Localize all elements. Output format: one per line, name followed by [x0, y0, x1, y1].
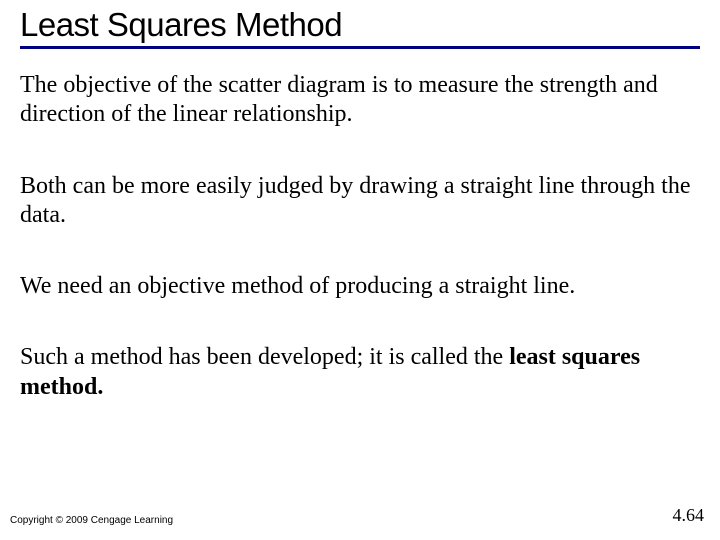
- paragraph-2: Both can be more easily judged by drawin…: [20, 172, 700, 231]
- slide-container: Least Squares Method The objective of th…: [0, 0, 720, 540]
- paragraph-4: Such a method has been developed; it is …: [20, 343, 700, 402]
- page-number: 4.64: [673, 505, 705, 526]
- paragraph-1: The objective of the scatter diagram is …: [20, 71, 700, 130]
- copyright-text: Copyright © 2009 Cengage Learning: [10, 515, 173, 526]
- slide-title: Least Squares Method: [20, 6, 700, 49]
- paragraph-3: We need an objective method of producing…: [20, 272, 700, 301]
- paragraph-4-pre: Such a method has been developed; it is …: [20, 344, 509, 370]
- slide-body: The objective of the scatter diagram is …: [20, 71, 700, 402]
